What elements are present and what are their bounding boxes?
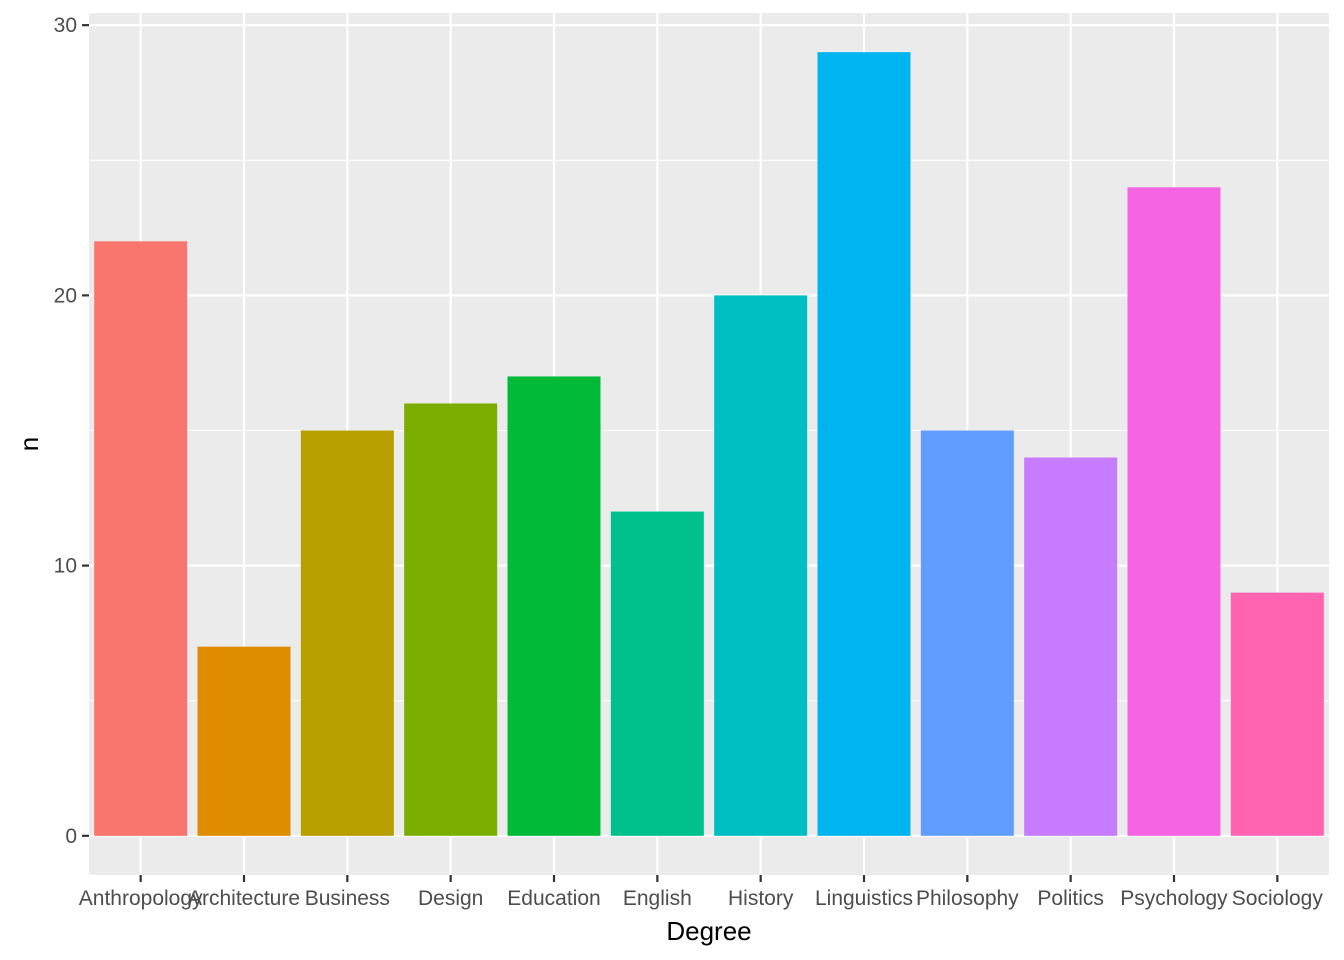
x-tick-label-politics: Politics <box>1037 887 1104 910</box>
x-tick-label-history: History <box>728 887 794 910</box>
x-tick-label-linguistics: Linguistics <box>815 887 913 910</box>
bar-architecture <box>197 646 291 836</box>
x-tick-label-psychology: Psychology <box>1120 887 1228 910</box>
bar-anthropology <box>94 241 188 836</box>
x-tick-label-anthropology: Anthropology <box>79 887 203 910</box>
x-tick-label-education: Education <box>507 887 600 910</box>
bar-politics <box>1024 457 1118 836</box>
x-tick-label-english: English <box>623 887 692 910</box>
bar-design <box>404 403 498 836</box>
bar-sociology <box>1230 592 1324 836</box>
y-tick-label: 30 <box>54 14 77 37</box>
x-tick-label-business: Business <box>305 887 390 910</box>
y-axis: 0 10 20 30 <box>54 14 89 848</box>
x-tick-label-design: Design <box>418 887 483 910</box>
bar-english <box>610 511 704 836</box>
bar-psychology <box>1127 187 1221 836</box>
bar-business <box>300 430 394 836</box>
bar-history <box>714 295 808 836</box>
y-axis-title: n <box>14 437 44 451</box>
y-tick-label: 20 <box>54 284 77 307</box>
x-tick-label-philosophy: Philosophy <box>916 887 1019 910</box>
x-tick-label-sociology: Sociology <box>1232 887 1324 910</box>
x-axis-title: Degree <box>666 916 751 946</box>
bars <box>94 52 1324 836</box>
y-tick-label: 10 <box>54 555 77 578</box>
bar-philosophy <box>920 430 1014 836</box>
bar-education <box>507 376 601 836</box>
x-tick-label-architecture: Architecture <box>188 887 300 910</box>
plot-panel <box>89 13 1329 875</box>
y-tick-label: 0 <box>65 825 77 848</box>
bar-linguistics <box>817 52 911 836</box>
